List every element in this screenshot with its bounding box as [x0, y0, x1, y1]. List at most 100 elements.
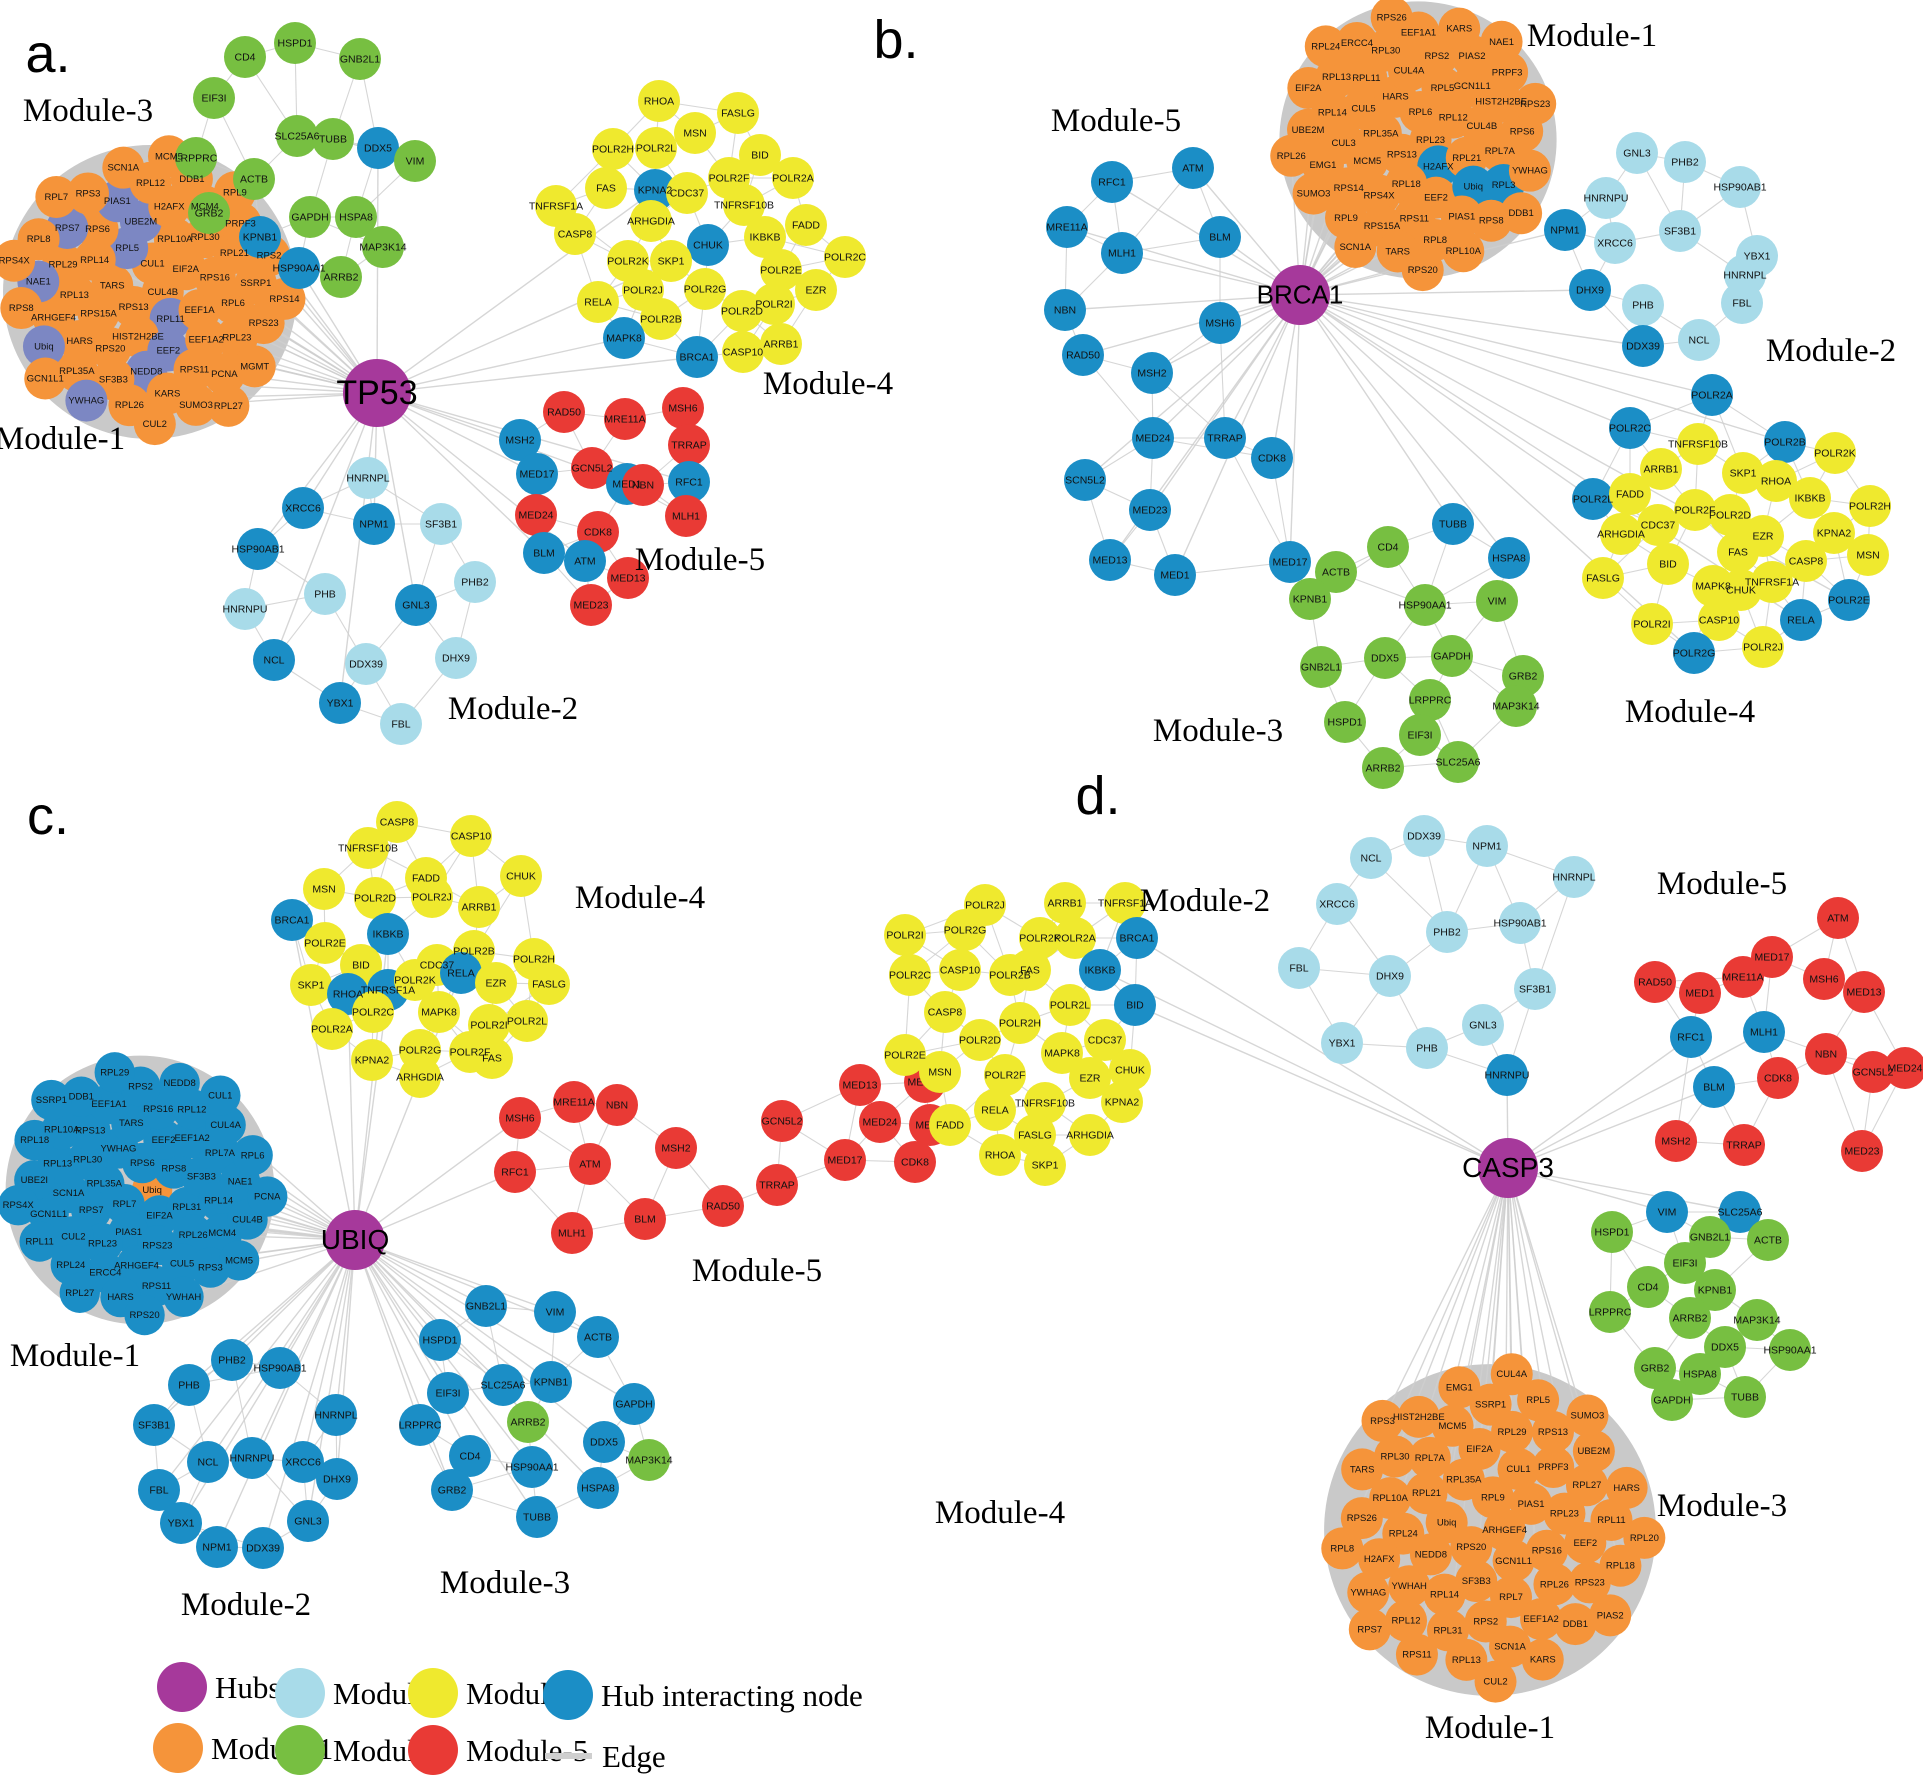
node-msn[interactable] [919, 1051, 961, 1093]
node-rpl23[interactable] [1543, 1492, 1586, 1535]
node-mre11a[interactable] [553, 1081, 595, 1123]
node-polr2f[interactable] [984, 1054, 1026, 1096]
node-map3k14[interactable] [1495, 685, 1537, 727]
node-med13[interactable] [1089, 539, 1131, 581]
node-lrpprc[interactable] [175, 137, 217, 179]
node-kpnb1[interactable] [1289, 578, 1331, 620]
node-gcn5l2[interactable] [1852, 1051, 1894, 1093]
node-ikbkb[interactable] [1789, 477, 1831, 519]
node-cul2[interactable] [1474, 1660, 1517, 1703]
node-rps13[interactable] [1531, 1411, 1574, 1454]
node-rpl11[interactable] [19, 1221, 60, 1262]
node-phb2[interactable] [1426, 911, 1468, 953]
node-hnrnpl[interactable] [347, 457, 389, 499]
node-ikbkb[interactable] [367, 913, 409, 955]
node-polr2h[interactable] [592, 128, 634, 170]
node-rps8[interactable] [0, 287, 43, 330]
node-map3k14[interactable] [1736, 1299, 1778, 1341]
node-tnfrsf1a[interactable] [1104, 882, 1146, 924]
node-gapdh[interactable] [613, 1383, 655, 1425]
node-nbn[interactable] [1044, 289, 1086, 331]
node-dhx9[interactable] [1369, 955, 1411, 997]
node-tnfrsf10b[interactable] [1024, 1082, 1066, 1124]
node-eif3i[interactable] [427, 1372, 469, 1414]
node-rpl11[interactable] [1590, 1498, 1633, 1541]
node-rpl6[interactable] [232, 1135, 273, 1176]
node-xrcc6[interactable] [282, 487, 324, 529]
node-ddx5[interactable] [583, 1421, 625, 1463]
node-fas[interactable] [585, 167, 627, 209]
node-casp8[interactable] [1785, 540, 1827, 582]
node-faslg[interactable] [528, 963, 570, 1005]
node-actb[interactable] [1747, 1219, 1789, 1261]
node-atm[interactable] [564, 540, 606, 582]
node-grb2[interactable] [188, 192, 230, 234]
node-casp10[interactable] [450, 815, 492, 857]
node-arhgdia[interactable] [399, 1056, 441, 1098]
node-mcm5[interactable] [218, 1240, 260, 1281]
node-bid[interactable] [1114, 984, 1156, 1026]
node-bid[interactable] [1647, 543, 1689, 585]
node-rpl27[interactable] [59, 1272, 100, 1313]
node-rps4x[interactable] [0, 239, 36, 282]
node-tubb[interactable] [1724, 1376, 1766, 1418]
node-eef1a2[interactable] [1520, 1598, 1563, 1641]
node-msh6[interactable] [662, 387, 704, 429]
node-scn1a[interactable] [1334, 225, 1377, 268]
node-cdk8[interactable] [894, 1141, 936, 1183]
node-lrpprc[interactable] [1409, 679, 1451, 721]
node-ddx39[interactable] [345, 643, 387, 685]
node-mlh1[interactable] [551, 1212, 593, 1254]
node-scn1a[interactable] [102, 146, 145, 189]
node-kpnb1[interactable] [1694, 1269, 1736, 1311]
node-fas[interactable] [1717, 531, 1759, 573]
node-kpna2[interactable] [1813, 512, 1855, 554]
node-ssrp1[interactable] [31, 1079, 72, 1121]
node-ddx5[interactable] [357, 127, 399, 169]
node-ncl[interactable] [1678, 319, 1720, 361]
node-ddb1[interactable] [1500, 192, 1543, 235]
node-xrcc6[interactable] [1316, 883, 1358, 925]
node-polr2a[interactable] [311, 1008, 353, 1050]
node-rad50[interactable] [702, 1185, 744, 1227]
node-polr2l[interactable] [635, 127, 677, 169]
node-med1[interactable] [1679, 972, 1721, 1014]
node-phb[interactable] [1622, 284, 1664, 326]
node-rpl5[interactable] [1421, 66, 1464, 109]
node-ywhah[interactable] [163, 1276, 204, 1318]
node-cdc37[interactable] [1637, 504, 1679, 546]
node-casp10[interactable] [722, 331, 764, 373]
node-cd4[interactable] [449, 1435, 491, 1477]
node-mgmt[interactable] [233, 345, 276, 388]
node-fbl[interactable] [1721, 282, 1763, 324]
node-polr2k[interactable] [394, 959, 436, 1001]
node-rpl30[interactable] [67, 1139, 108, 1180]
node-fbl[interactable] [138, 1469, 180, 1511]
node-tnfrsf10b[interactable] [347, 827, 389, 869]
node-polr2g[interactable] [944, 909, 986, 951]
node-trrap[interactable] [668, 424, 710, 466]
node-fadd[interactable] [1609, 473, 1651, 515]
node-tubb[interactable] [312, 118, 354, 160]
node-rps20[interactable] [1401, 249, 1444, 292]
node-slc25a6[interactable] [1437, 741, 1479, 783]
node-phb[interactable] [304, 573, 346, 615]
node-rfc1[interactable] [494, 1151, 536, 1193]
node-faslg[interactable] [717, 92, 759, 134]
node-gnb2l1[interactable] [339, 38, 381, 80]
node-gnb2l1[interactable] [1300, 646, 1342, 688]
node-casp8[interactable] [554, 213, 596, 255]
node-ube2m[interactable] [1572, 1430, 1615, 1473]
node-ybx1[interactable] [319, 682, 361, 724]
node-rela[interactable] [974, 1089, 1016, 1131]
node-skp1[interactable] [290, 964, 332, 1006]
node-polr2k[interactable] [1019, 917, 1061, 959]
node-chuk[interactable] [687, 224, 729, 266]
node-mlh1[interactable] [1101, 232, 1143, 274]
node-msn[interactable] [303, 868, 345, 910]
node-casp10[interactable] [1698, 599, 1740, 641]
node-npm1[interactable] [1544, 209, 1586, 251]
node-rpl10a[interactable] [153, 217, 196, 260]
node-npm1[interactable] [196, 1526, 238, 1568]
node-trrap[interactable] [756, 1164, 798, 1206]
